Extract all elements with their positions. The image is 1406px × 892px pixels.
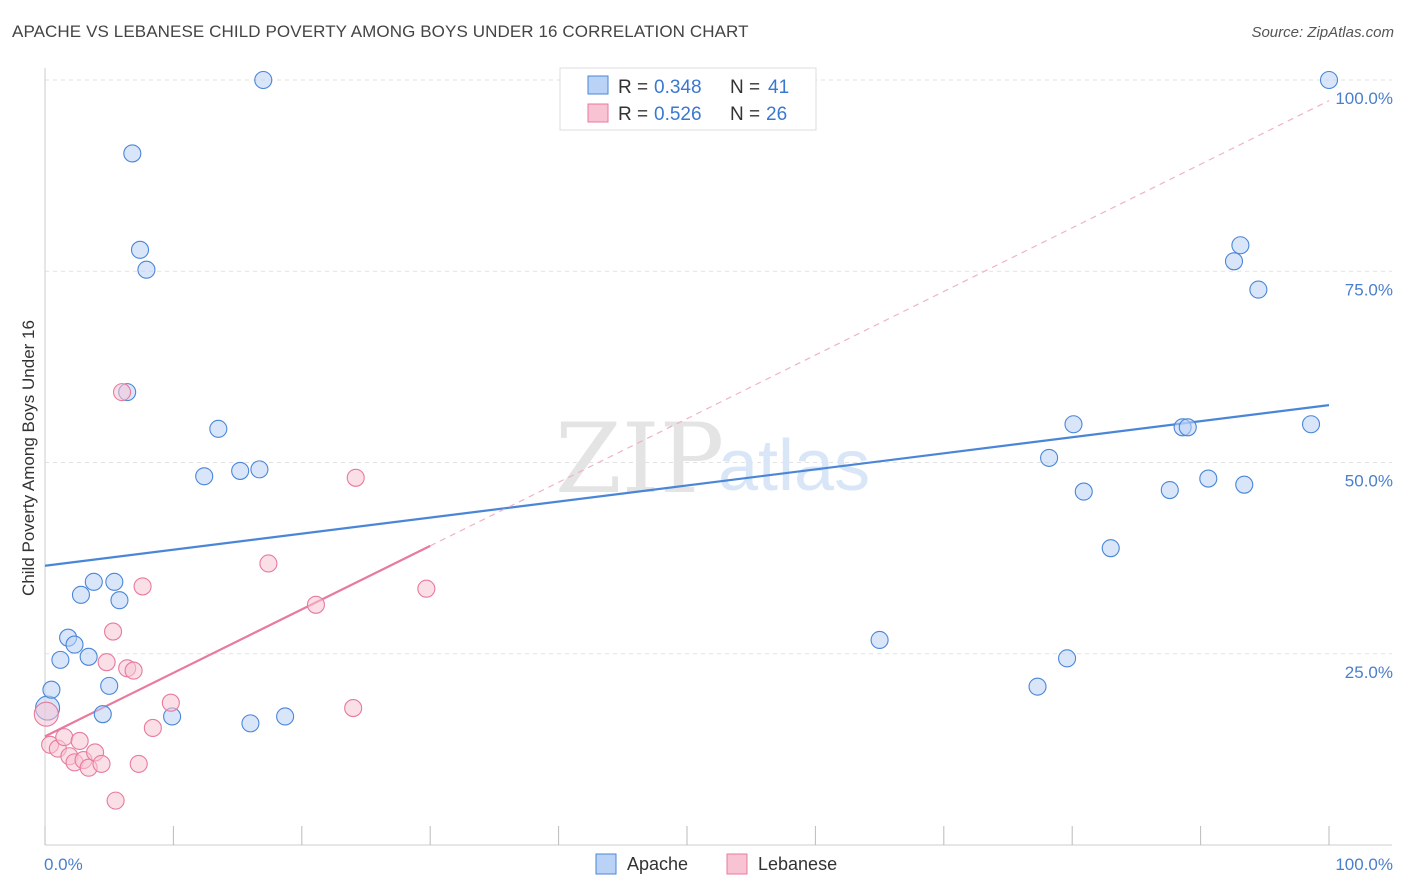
legend-n-value-apache: 41 [768,77,789,98]
point-lebanese [104,622,123,641]
point-lebanese [133,577,152,596]
series-legend-label-lebanese: Lebanese [758,854,837,874]
point-lebanese [129,754,148,773]
y-tick-label: 25.0% [1345,663,1393,682]
point-apache [1028,677,1047,696]
y-tick-labels: 25.0% 50.0% 75.0% 100.0% [1335,89,1393,682]
point-lebanese [161,693,180,712]
point-lebanese [97,653,116,672]
point-apache [1231,236,1250,255]
point-apache [870,630,889,650]
legend-n-label-lebanese: N = [730,104,760,125]
point-apache [1301,415,1321,434]
point-lebanese [417,579,436,598]
point-apache [1064,415,1083,434]
point-apache [1178,418,1197,437]
point-lebanese [92,754,111,773]
y-tick-label: 50.0% [1345,472,1393,491]
legend-r-label-lebanese: R = [618,104,648,125]
legend-r-value-lebanese: 0.526 [654,104,702,125]
trend-line-apache [44,404,1330,567]
watermark: ZIP atlas [555,403,870,515]
point-apache [1235,475,1254,494]
x-tick-labels: 0.0% 100.0% [44,855,1393,874]
point-apache [84,572,103,591]
point-lebanese [346,468,365,487]
series-legend-swatch-apache [595,853,617,875]
legend-swatch-lebanese [587,103,609,123]
point-lebanese [124,661,143,680]
point-lebanese [106,791,125,810]
point-apache [254,70,273,90]
point-lebanese [344,699,363,718]
point-apache [137,260,156,279]
trend-line-lebanese [44,544,431,738]
point-apache [195,467,214,486]
point-lebanese [70,731,89,751]
legend-swatch-apache [587,75,609,95]
point-apache [100,676,119,695]
point-lebanese [112,383,132,402]
point-apache [231,461,250,480]
x-tick-label-max: 100.0% [1335,855,1393,874]
point-apache [105,572,124,591]
point-apache [79,647,98,666]
point-apache [123,144,142,163]
point-apache [65,635,84,654]
point-lebanese [259,554,278,573]
point-apache [42,680,61,699]
point-apache [1160,480,1179,500]
point-apache [1074,482,1093,501]
point-apache [250,460,269,479]
point-apache [1319,70,1339,90]
chart-title: APACHE VS LEBANESE CHILD POVERTY AMONG B… [12,22,749,41]
correlation-legend: R = 0.348 N = 41 R = 0.526 N = 26 [559,67,817,131]
series-legend-swatch-lebanese [726,853,748,875]
point-lebanese [33,701,59,727]
legend-n-label-apache: N = [730,77,760,98]
point-apache [93,705,112,724]
point-apache [110,591,129,610]
point-apache [276,707,295,726]
point-apache [130,240,150,259]
point-lebanese [55,728,74,747]
point-apache [1249,280,1268,299]
series-legend: Apache Lebanese [595,853,837,875]
watermark-zip: ZIP [555,403,724,515]
y-axis-title: Child Poverty Among Boys Under 16 [19,320,38,596]
y-tick-label: 100.0% [1335,89,1393,108]
legend-n-value-lebanese: 26 [766,104,787,125]
axes [44,68,1392,846]
point-lebanese [306,595,325,614]
trend-lines [44,100,1330,738]
trend-line-lebanese-extension [429,100,1330,547]
legend-r-value-apache: 0.348 [654,77,702,98]
point-apache [1058,649,1077,668]
point-lebanese [143,718,162,738]
gridlines [45,79,1392,655]
x-tick-label-min: 0.0% [44,855,83,874]
series-legend-label-apache: Apache [627,854,688,874]
source-label: Source: ZipAtlas.com [1251,24,1394,41]
point-apache [209,419,228,438]
y-tick-label: 75.0% [1345,280,1393,299]
point-apache [241,714,260,733]
point-apache [1040,448,1059,467]
point-apache [1199,469,1218,488]
legend-r-label-apache: R = [618,77,648,98]
point-apache [1101,539,1120,558]
point-apache [51,650,70,669]
point-apache [71,585,91,604]
data-points [33,70,1339,810]
point-apache [1224,252,1244,271]
